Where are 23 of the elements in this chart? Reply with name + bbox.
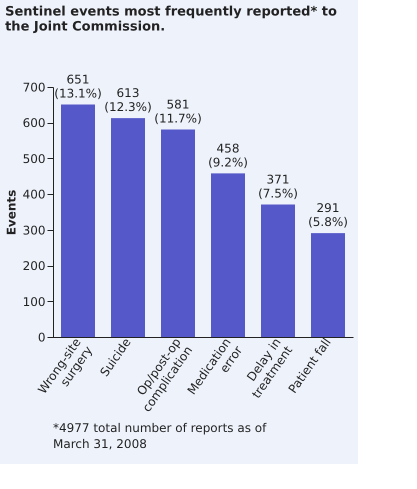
data-label: 371 (7.5%) [258,172,298,200]
bar [211,173,245,337]
y-tick-label: 200 [22,259,46,274]
data-label: 581 (11.7%) [154,98,202,126]
bar [311,233,345,337]
bar [261,204,295,337]
text: *4977 total number of reports as of March 31, 2008 [53,421,268,451]
data-label: 291 (5.8%) [308,201,348,230]
y-tick-label: 400 [22,188,46,202]
y-tick-label: 300 [22,223,46,238]
chart-title: Sentinel events most frequently reported* to the Joint Commission. [5,4,337,34]
y-tick-label: 500 [22,152,46,166]
y-tick-label: 100 [22,294,46,309]
bar [111,118,145,337]
y-tick-label: 700 [22,80,46,94]
y-tick-label: 0 [38,330,46,344]
bar [61,104,95,337]
data-label: 651 (13.1%) [54,72,102,100]
data-label: 613 (12.3%) [104,86,152,114]
bar [161,130,195,337]
data-label: 458 (9.2%) [208,141,248,170]
y-tick-label: 600 [22,116,46,130]
y-axis-title: Events [4,190,19,236]
